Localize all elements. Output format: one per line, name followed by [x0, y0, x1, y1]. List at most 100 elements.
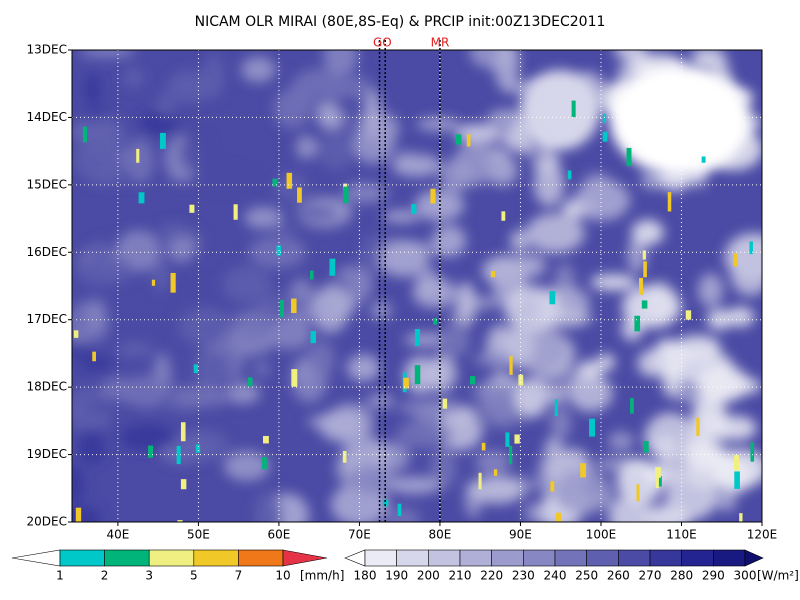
rain-cell	[442, 398, 448, 409]
rain-cell	[193, 364, 199, 374]
rain-cell	[749, 241, 753, 255]
cloud	[226, 383, 261, 404]
rain-cell	[469, 376, 476, 385]
x-tick-label: 70E	[348, 528, 371, 542]
cloud	[122, 67, 145, 88]
rain-cell	[397, 503, 402, 516]
y-tick-label: 15DEC	[27, 177, 67, 191]
rain-cell	[148, 445, 154, 458]
cloud	[72, 50, 85, 64]
colorbar-box	[586, 549, 619, 567]
colorbar-label: 290	[702, 569, 725, 583]
rain-cell	[180, 479, 187, 490]
rain-cell	[571, 100, 576, 118]
cloud	[546, 389, 567, 404]
rain-cell	[518, 374, 524, 386]
colorbar-under	[11, 549, 61, 567]
cloud	[627, 237, 647, 273]
rain-cell	[636, 484, 640, 502]
marker-label: GO	[373, 36, 392, 50]
cloud	[173, 386, 233, 408]
cloud	[166, 234, 196, 263]
colorbar-label: 280	[670, 569, 693, 583]
colorbar-box	[148, 549, 195, 567]
rain-cell	[280, 299, 284, 318]
cloud	[346, 354, 381, 382]
cloud	[590, 274, 637, 291]
cloud	[276, 224, 294, 245]
cloud	[641, 169, 663, 190]
x-tick-label: 80E	[429, 528, 452, 542]
cloud	[318, 408, 366, 443]
rain-cell	[554, 399, 558, 417]
colorbar-box	[713, 549, 746, 567]
cloud	[323, 50, 358, 77]
cloud	[544, 438, 562, 456]
cloud	[622, 285, 682, 329]
x-tick-label: 50E	[187, 528, 210, 542]
rain-cell	[433, 318, 438, 325]
rain-cell	[739, 513, 743, 522]
cloud	[204, 54, 224, 99]
rain-cell	[286, 172, 293, 189]
y-tick-label: 19DEC	[27, 447, 67, 461]
rain-cell	[342, 451, 347, 463]
cloud	[316, 103, 343, 129]
cloud	[78, 428, 105, 465]
cloud	[526, 213, 585, 254]
cloud	[223, 451, 270, 482]
colorbar-box	[459, 549, 492, 567]
cloud	[318, 130, 354, 170]
rain-cell	[490, 271, 496, 278]
cloud	[686, 435, 717, 472]
colorbar-label: 270	[639, 569, 662, 583]
colorbar-box	[523, 549, 556, 567]
cloud	[294, 204, 339, 221]
cloud	[80, 50, 136, 58]
cloud	[311, 285, 350, 333]
cloud	[707, 309, 732, 330]
cloud	[348, 464, 396, 495]
rain-cell	[414, 329, 421, 346]
rain-cell	[159, 132, 166, 149]
rain-cell	[555, 512, 562, 522]
cloud	[370, 301, 392, 320]
colorbar-label: 200	[417, 569, 440, 583]
cloud	[273, 89, 312, 129]
rain-cell	[177, 520, 183, 522]
cloud	[379, 240, 429, 277]
x-tick-label: 40E	[106, 528, 129, 542]
y-tick-label: 18DEC	[27, 380, 67, 394]
cloud	[514, 253, 547, 278]
x-tick-label: 110E	[666, 528, 697, 542]
rain-cell	[151, 279, 156, 286]
rain-cell	[701, 156, 706, 163]
rain-cell	[382, 499, 389, 507]
cloud	[167, 70, 212, 103]
rain-cell	[73, 330, 79, 338]
rain-cell	[92, 351, 96, 362]
rain-cell	[297, 187, 302, 203]
cloud	[231, 309, 278, 340]
cloud	[505, 321, 535, 367]
cloud	[268, 317, 313, 350]
cloud	[307, 340, 335, 378]
cloud	[353, 124, 395, 164]
rain-cell	[630, 397, 634, 414]
colorbar-box	[59, 549, 105, 567]
colorbar-label: 190	[385, 569, 408, 583]
rain-cell	[641, 300, 648, 309]
cloud	[510, 229, 529, 253]
colorbar-label: 5	[190, 569, 198, 583]
colorbar-label: 10	[275, 569, 290, 583]
marker-label: MR	[431, 36, 450, 50]
cloud	[430, 448, 457, 490]
cloud	[471, 381, 527, 400]
cloud	[696, 365, 749, 403]
cloud	[123, 375, 170, 409]
rain-cell	[567, 170, 572, 180]
rain-cell	[176, 445, 181, 465]
rain-cell	[481, 442, 486, 451]
cloud	[426, 355, 457, 392]
